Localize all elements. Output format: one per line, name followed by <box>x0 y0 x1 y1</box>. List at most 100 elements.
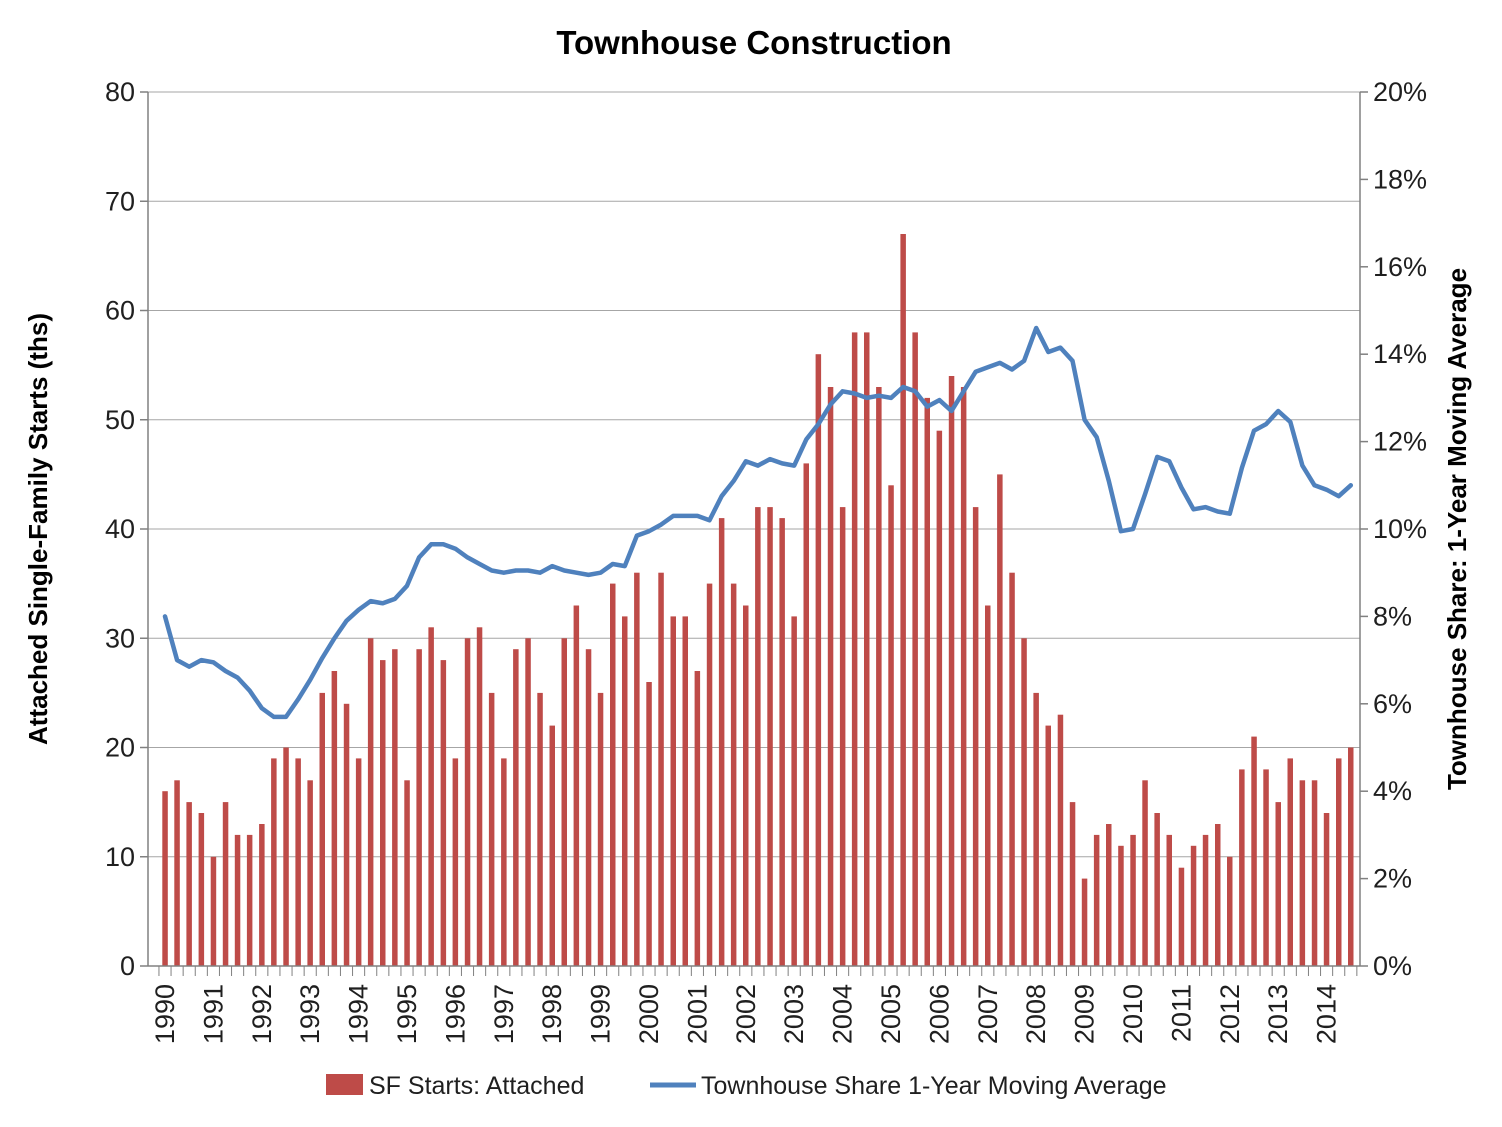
bar <box>392 649 398 966</box>
bar <box>1154 813 1160 966</box>
bar <box>1227 856 1233 967</box>
bar <box>803 463 809 966</box>
bar <box>791 616 797 966</box>
year-label: 2009 <box>1070 984 1100 1044</box>
chart-title: Townhouse Construction <box>556 24 951 61</box>
bar <box>622 616 628 966</box>
bar <box>1166 834 1172 966</box>
bar <box>1045 725 1051 966</box>
bar <box>331 671 338 966</box>
bar <box>222 802 229 966</box>
bar <box>174 780 180 966</box>
tick-labels: 0 10 20 30 40 50 60 70 80 0% 2% 4% 6% 8% 10% 12% 14% 16% 1… <box>105 77 1427 1044</box>
bar <box>1323 813 1330 966</box>
year-label: 1994 <box>344 984 374 1044</box>
bar <box>428 627 434 966</box>
bar <box>1106 824 1112 966</box>
legend-bar-swatch <box>326 1074 363 1095</box>
bar <box>1130 834 1136 966</box>
bar <box>501 758 507 966</box>
bar <box>537 692 543 966</box>
bar <box>1178 867 1185 966</box>
bar <box>295 758 301 966</box>
bar <box>1009 572 1015 966</box>
bar <box>1093 834 1100 966</box>
bar <box>706 583 713 966</box>
left-tick-label: 40 <box>105 514 135 544</box>
bar <box>610 583 616 966</box>
bar <box>525 638 531 967</box>
bar <box>646 682 652 966</box>
bar <box>585 649 592 966</box>
bar <box>1239 769 1245 966</box>
right-tick-label: 0% <box>1373 951 1412 981</box>
bar <box>888 485 894 966</box>
bar <box>634 572 640 966</box>
legend-bar-label: SF Starts: Attached <box>369 1072 584 1100</box>
year-label: 2011 <box>1166 984 1196 1042</box>
bar <box>960 387 967 966</box>
bar <box>1021 638 1027 967</box>
bar <box>259 824 265 966</box>
bar <box>779 518 785 966</box>
year-label: 2003 <box>779 984 809 1044</box>
bar <box>670 616 676 966</box>
bar <box>404 780 410 966</box>
left-tick-label: 50 <box>105 405 135 435</box>
bar <box>694 671 701 966</box>
bar <box>948 376 955 966</box>
right-tick-label: 4% <box>1373 776 1412 806</box>
bar-series <box>162 234 1354 967</box>
bar <box>440 660 447 966</box>
legend-line-label: Townhouse Share 1-Year Moving Average <box>701 1072 1167 1100</box>
legend: SF Starts: Attached Townhouse Share 1-Ye… <box>326 1072 1167 1100</box>
bar <box>416 649 422 966</box>
bar <box>561 638 567 967</box>
bar <box>1311 780 1318 966</box>
left-tick-label: 60 <box>105 296 135 326</box>
year-label: 1992 <box>247 984 277 1044</box>
bar <box>246 834 253 966</box>
year-label: 2006 <box>924 984 954 1044</box>
bar <box>936 430 943 966</box>
bar <box>549 725 555 966</box>
right-tick-label: 18% <box>1373 164 1427 194</box>
left-tick-label: 70 <box>105 186 135 216</box>
bar <box>851 332 858 966</box>
right-tick-label: 14% <box>1373 339 1427 369</box>
bar <box>682 616 688 966</box>
year-label: 1999 <box>586 984 616 1044</box>
bar <box>476 627 483 966</box>
bar <box>1215 824 1221 966</box>
year-label: 2002 <box>731 984 761 1044</box>
bar <box>1202 834 1209 966</box>
bar <box>767 507 773 966</box>
bar <box>972 507 979 966</box>
bar <box>1069 802 1076 966</box>
bar <box>743 605 749 966</box>
bar <box>380 660 386 966</box>
bar <box>597 692 604 966</box>
bar <box>876 387 882 966</box>
bar <box>1081 878 1088 966</box>
bar <box>1299 780 1306 966</box>
right-tick-label: 10% <box>1373 514 1427 544</box>
bar <box>1275 802 1281 966</box>
year-label: 2008 <box>1021 984 1051 1044</box>
bar <box>234 834 241 966</box>
bar <box>198 813 205 966</box>
year-label: 2007 <box>973 984 1003 1044</box>
year-label: 1996 <box>440 984 470 1044</box>
year-label: 1995 <box>392 984 422 1044</box>
bar <box>839 507 846 966</box>
year-label: 1993 <box>295 984 325 1044</box>
bar <box>730 583 737 966</box>
right-tick-label: 8% <box>1373 601 1412 631</box>
bar <box>1033 692 1039 966</box>
year-label: 2014 <box>1312 984 1342 1044</box>
year-label: 1990 <box>150 984 180 1044</box>
bar <box>864 332 870 966</box>
bar <box>815 354 822 966</box>
